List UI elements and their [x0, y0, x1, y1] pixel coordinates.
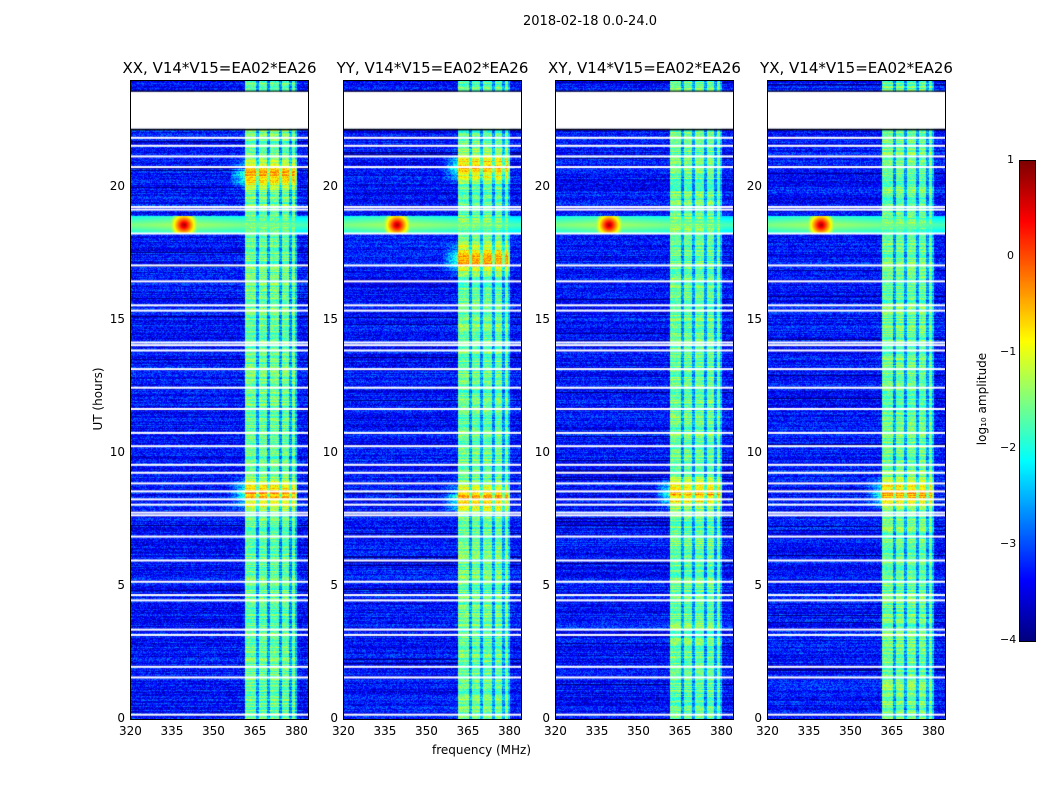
colorbar: [1019, 160, 1036, 642]
y-tick-label: 0: [542, 711, 550, 725]
figure-title: 2018-02-18 0.0-24.0: [523, 14, 657, 29]
y-tick-label: 20: [534, 179, 550, 194]
y-tick-label: 0: [117, 711, 125, 725]
x-tick-label: 350: [414, 724, 438, 738]
y-tick-label: 5: [117, 578, 125, 593]
y-tick-label: 0: [330, 711, 338, 725]
colorbar-tick-label: −4: [1000, 633, 1017, 646]
colorbar-label: log₁₀ amplitude: [975, 352, 989, 446]
y-tick-label: 10: [109, 445, 125, 460]
x-tick-label: 350: [838, 724, 862, 738]
x-tick-label: 365: [668, 724, 692, 738]
x-tick-label: 335: [160, 724, 184, 738]
x-tick-label: 365: [456, 724, 480, 738]
colorbar-tick-label: 0: [1007, 249, 1014, 262]
y-tick-label: 20: [322, 179, 338, 194]
x-tick-label: 365: [243, 724, 267, 738]
y-tick-label: 5: [330, 578, 338, 593]
x-axis-label: frequency (MHz): [432, 743, 532, 757]
colorbar-tick-label: −3: [1000, 537, 1017, 550]
y-tick-label: 15: [746, 312, 762, 327]
heatmap-image: [131, 81, 308, 719]
x-tick-label: 350: [201, 724, 225, 738]
y-tick-label: 20: [109, 179, 125, 194]
x-tick-label: 320: [332, 724, 355, 738]
panel-title: YY, V14*V15=EA02*EA26: [336, 59, 529, 77]
panel-title: YX, V14*V15=EA02*EA26: [760, 59, 953, 77]
x-tick-label: 335: [585, 724, 609, 738]
x-tick-label: 335: [797, 724, 821, 738]
heatmap-image: [556, 81, 733, 719]
y-axis-label: UT (hours): [91, 367, 105, 431]
y-tick-label: 20: [746, 179, 762, 194]
spectrogram-panel: [555, 80, 734, 720]
y-tick-label: 10: [534, 445, 550, 460]
x-tick-label: 380: [497, 724, 521, 738]
colorbar-tick-label: −2: [1000, 441, 1017, 454]
y-tick-label: 15: [534, 312, 550, 327]
y-tick-label: 10: [322, 445, 338, 460]
x-tick-label: 350: [626, 724, 650, 738]
x-tick-label: 320: [544, 724, 567, 738]
x-tick-label: 380: [284, 724, 308, 738]
y-tick-label: 10: [746, 445, 762, 460]
x-tick-label: 335: [373, 724, 397, 738]
x-tick-label: 365: [880, 724, 904, 738]
y-tick-label: 0: [754, 711, 762, 725]
panel-title: XX, V14*V15=EA02*EA26: [122, 59, 317, 77]
x-tick-label: 320: [119, 724, 142, 738]
spectrogram-panel: [130, 80, 309, 720]
y-tick-label: 15: [322, 312, 338, 327]
x-tick-label: 380: [709, 724, 733, 738]
panel-title: XY, V14*V15=EA02*EA26: [548, 59, 741, 77]
heatmap-image: [768, 81, 945, 719]
y-tick-label: 5: [754, 578, 762, 593]
heatmap-image: [344, 81, 521, 719]
spectrogram-panel: [343, 80, 522, 720]
x-tick-label: 320: [756, 724, 779, 738]
colorbar-tick-label: 1: [1007, 153, 1014, 166]
y-tick-label: 5: [542, 578, 550, 593]
x-tick-label: 380: [921, 724, 945, 738]
spectrogram-panel: [767, 80, 946, 720]
y-tick-label: 15: [109, 312, 125, 327]
colorbar-tick-label: −1: [1000, 345, 1017, 358]
